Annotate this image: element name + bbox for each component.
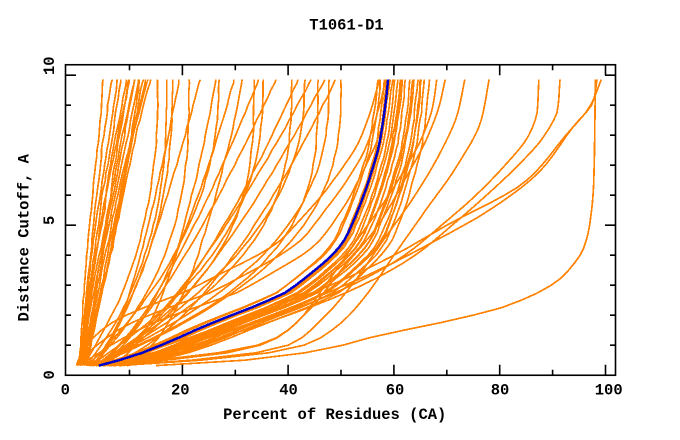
svg-text:0: 0 [41,370,59,379]
svg-text:100: 100 [595,381,623,399]
svg-text:40: 40 [279,381,298,399]
svg-text:10: 10 [41,56,59,75]
svg-text:Percent of Residues (CA): Percent of Residues (CA) [223,406,446,424]
svg-text:20: 20 [171,381,190,399]
svg-text:0: 0 [61,381,70,399]
svg-text:Distance Cutoff, A: Distance Cutoff, A [16,153,34,321]
svg-text:60: 60 [386,381,405,399]
svg-text:5: 5 [41,216,59,225]
svg-text:T1061-D1: T1061-D1 [309,17,383,35]
svg-text:80: 80 [491,381,510,399]
